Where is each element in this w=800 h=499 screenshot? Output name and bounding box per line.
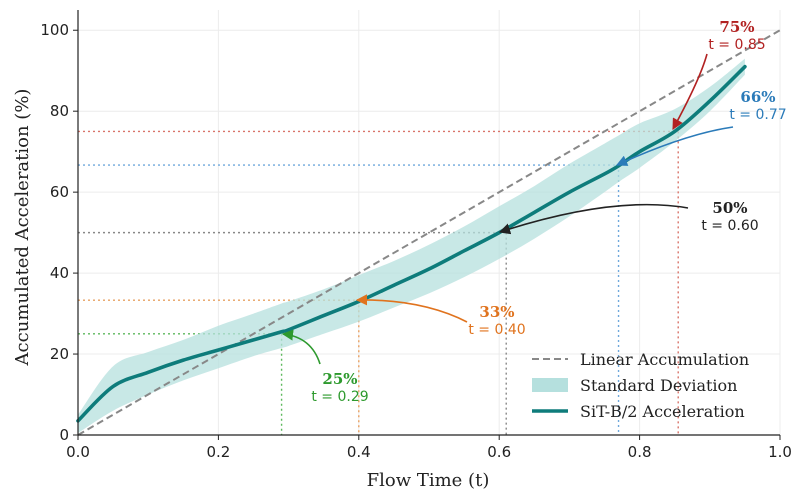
y-tick-label: 40	[50, 264, 69, 282]
legend: Linear Accumulation Standard Deviation SiT…	[532, 350, 749, 421]
legend-label-sit: SiT-B/2 Acceleration	[580, 402, 745, 421]
y-tick-label: 80	[50, 102, 69, 120]
annotation-arrow	[615, 126, 734, 166]
annotation-percent: 50%	[712, 199, 747, 217]
annotation-percent: 33%	[479, 303, 514, 321]
annotation-percent: 75%	[719, 18, 754, 36]
legend-label-linear: Linear Accumulation	[580, 350, 749, 369]
y-tick-label: 20	[50, 345, 69, 363]
legend-swatch-band	[532, 378, 568, 392]
x-tick-label: 0.2	[206, 443, 230, 461]
y-tick-label: 100	[40, 21, 69, 39]
x-axis-label: Flow Time (t)	[367, 470, 490, 491]
y-tick-label: 60	[50, 183, 69, 201]
y-axis-label: Accumulated Acceleration (%)	[12, 89, 33, 367]
annotation-percent: 25%	[322, 370, 357, 388]
x-tick-label: 0.4	[347, 443, 371, 461]
annotation-arrow	[355, 294, 468, 323]
legend-label-band: Standard Deviation	[580, 376, 737, 395]
annotation-time: t = 0.85	[708, 37, 765, 53]
annotation-time: t = 0.60	[701, 218, 758, 234]
reference-lines	[78, 130, 679, 435]
axes: 0.0 0.2 0.4 0.6 0.8 1.0 0 20 40 60 80 100	[40, 10, 792, 461]
linear-accumulation-line	[77, 29, 781, 436]
x-tick-label: 0.6	[487, 443, 511, 461]
annotation-time: t = 0.77	[729, 107, 786, 123]
x-tick-label: 0.0	[66, 443, 90, 461]
annotation-percent: 66%	[740, 88, 775, 106]
annotation-arrow	[672, 53, 708, 130]
x-tick-label: 0.8	[628, 443, 652, 461]
annotation-arrow	[498, 203, 689, 235]
annotation-time: t = 0.29	[311, 389, 368, 405]
annotation-time: t = 0.40	[468, 322, 525, 338]
x-tick-label: 1.0	[768, 443, 792, 461]
annotation-arrow	[281, 329, 321, 365]
y-tick-label: 0	[59, 426, 69, 444]
